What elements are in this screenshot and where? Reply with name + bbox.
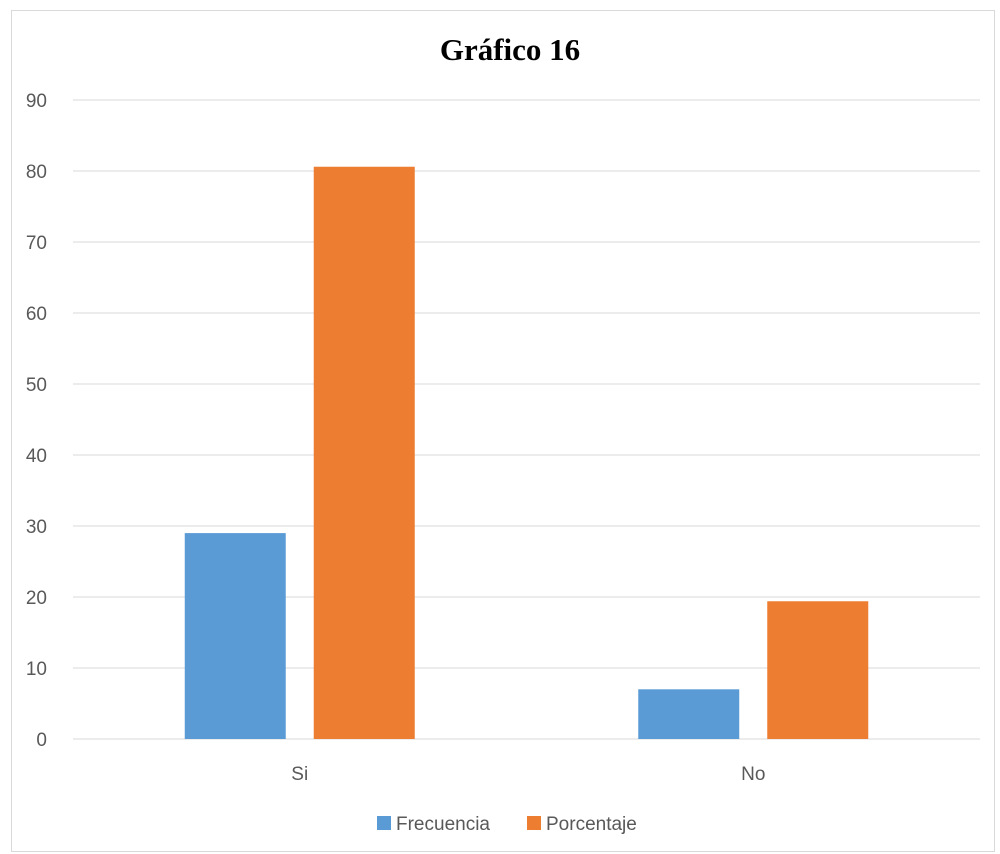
y-tick-label: 10 <box>26 659 47 680</box>
x-tick-label: No <box>741 764 765 785</box>
y-tick-label: 40 <box>26 446 47 467</box>
y-axis-tick-labels: 0 10 20 30 40 50 60 70 80 90 <box>26 91 47 751</box>
y-tick-label: 20 <box>26 588 47 609</box>
y-tick-label: 50 <box>26 375 47 396</box>
y-tick-label: 80 <box>26 162 47 183</box>
legend-swatch-frecuencia <box>377 816 391 830</box>
y-tick-label: 90 <box>26 91 47 112</box>
legend-label-porcentaje: Porcentaje <box>546 814 637 835</box>
x-axis-tick-labels: Si No <box>291 764 765 785</box>
y-tick-label: 30 <box>26 517 47 538</box>
chart-title: Gráfico 16 <box>440 32 580 67</box>
bar-porcentaje-no <box>767 601 869 739</box>
bar-porcentaje-si <box>313 166 415 740</box>
bars <box>184 166 869 740</box>
y-tick-label: 60 <box>26 304 47 325</box>
legend: Frecuencia Porcentaje <box>377 814 637 835</box>
y-tick-label: 70 <box>26 233 47 254</box>
legend-swatch-porcentaje <box>527 816 541 830</box>
bar-frecuencia-si <box>184 533 286 739</box>
bar-frecuencia-no <box>638 689 740 739</box>
x-tick-label: Si <box>291 764 308 785</box>
legend-label-frecuencia: Frecuencia <box>396 814 490 835</box>
y-tick-label: 0 <box>36 730 47 751</box>
